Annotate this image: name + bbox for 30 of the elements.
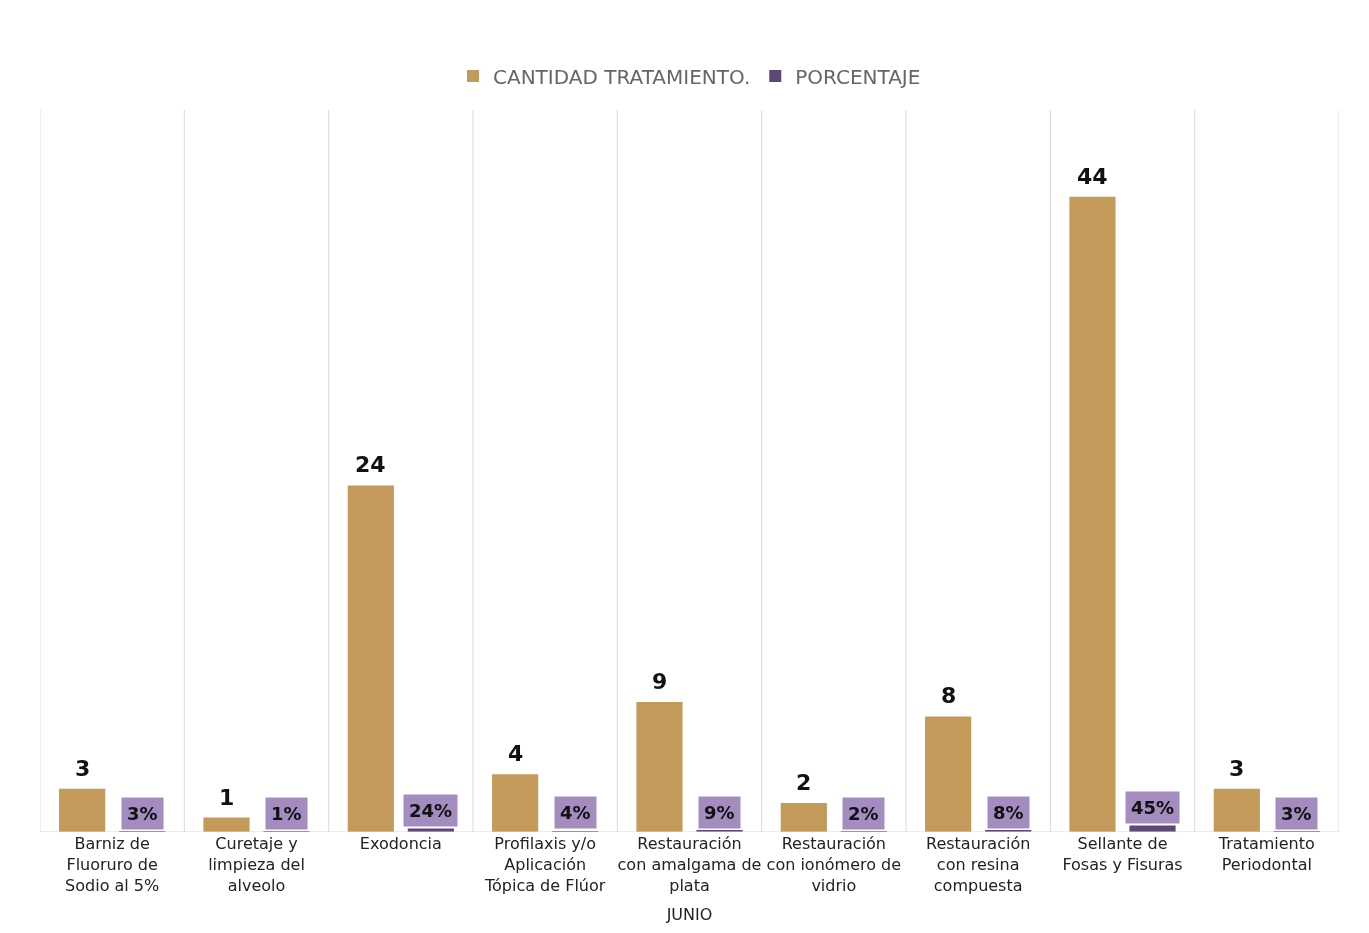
x-tick-label: Restauración con amalgama de plata [617,834,762,895]
x-axis-title: JUNIO [665,905,713,925]
data-label: 1 [219,785,235,810]
data-label: 3% [127,803,158,824]
x-tick-label: Exodoncia [359,834,442,853]
data-label: 1% [271,803,302,824]
data-label: 3 [75,756,91,781]
data-label: 9% [704,802,735,823]
data-label: 2 [796,770,812,795]
data-label: 4 [508,741,524,766]
x-tick-label: Barniz de Fluoruro de Sodio al 5% [65,834,160,895]
data-label: 4% [560,802,591,823]
x-tick-label: Restauración con resina compuesta [925,834,1031,895]
x-tick-label: Sellante de Fosas y Fisuras [1062,834,1183,874]
data-label: 3 [1229,756,1245,781]
data-label: 45% [1131,797,1175,818]
data-label: 3% [1281,803,1312,824]
data-label: 2% [848,803,879,824]
legend-label: CANTIDAD TRATAMIENTO. [493,64,751,89]
data-label: 8% [993,802,1024,823]
data-label: 24 [355,452,386,477]
legend-label: PORCENTAJE [795,64,921,89]
x-tick-label: Profilaxis y/o Aplicación Tópica de Flúor [483,834,606,895]
data-label: 24% [409,800,453,821]
data-label: 44 [1077,164,1108,189]
x-tick-label: Tratamiento Periodontal [1217,834,1315,874]
data-label: 9 [652,669,668,694]
data-label: 8 [941,683,957,708]
x-tick-label: Restauración con ionómero de vidrio [766,834,902,895]
x-tick-label: Curetaje y limpieza del alveolo [208,834,305,895]
